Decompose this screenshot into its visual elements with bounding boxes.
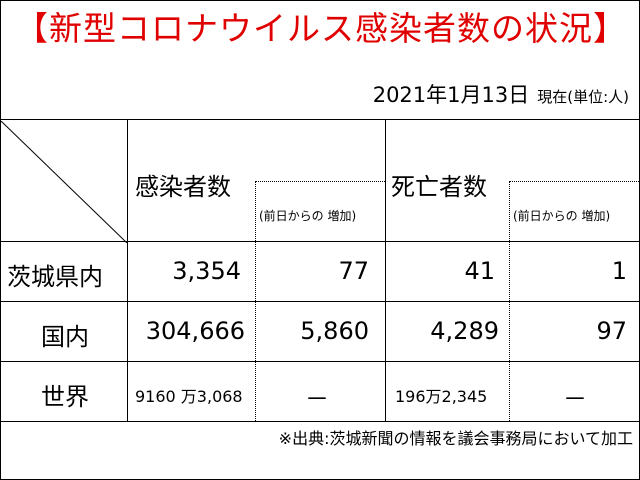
japan-infected: 304,666 — [145, 317, 245, 345]
header-deaths: 死亡者数 — [391, 173, 487, 201]
source-note: ※出典:茨城新聞の情報を議会事務局において加工 — [278, 429, 633, 448]
world-infected-increase: － — [305, 385, 329, 413]
ibaraki-infected: 3,354 — [172, 257, 241, 285]
japan-deaths: 4,289 — [430, 317, 499, 345]
dotted-divider-deaths — [509, 181, 510, 421]
page-title: 【新型コロナウイルス感染者数の状況】 — [15, 9, 627, 48]
ibaraki-deaths: 41 — [464, 257, 495, 285]
world-deaths: 196万2,345 — [395, 387, 488, 406]
dotted-top-deaths — [509, 181, 639, 182]
row-label-japan: 国内 — [41, 323, 89, 351]
row-label-world: 世界 — [41, 383, 89, 411]
world-infected: 9160 万3,068 — [135, 387, 243, 406]
japan-infected-increase: 5,860 — [300, 317, 369, 345]
report-date: 2021年1月13日 — [372, 83, 530, 107]
dotted-top-infected — [255, 181, 385, 182]
table-top-border — [1, 119, 639, 120]
header-infected-increase: (前日からの 増加) — [259, 209, 357, 223]
ibaraki-deaths-increase: 1 — [611, 257, 627, 285]
date-line: 2021年1月13日 現在(単位:人) — [373, 79, 629, 109]
header-infected: 感染者数 — [135, 173, 231, 201]
row-label-ibaraki: 茨城県内 — [7, 263, 103, 291]
ibaraki-infected-increase: 77 — [338, 257, 369, 285]
header-bottom-border — [1, 241, 639, 242]
row-divider-1 — [1, 301, 639, 302]
col-divider-label — [127, 119, 128, 421]
world-deaths-increase: － — [563, 385, 587, 413]
header-diagonal-line — [1, 121, 128, 243]
row-divider-2 — [1, 361, 639, 362]
header-deaths-increase: (前日からの 増加) — [513, 209, 611, 223]
japan-deaths-increase: 97 — [596, 317, 627, 345]
dotted-divider-infected — [255, 181, 256, 421]
unit-note: 現在(単位:人) — [537, 88, 629, 106]
table-bottom-border — [1, 421, 639, 422]
col-divider-deaths — [385, 119, 386, 421]
